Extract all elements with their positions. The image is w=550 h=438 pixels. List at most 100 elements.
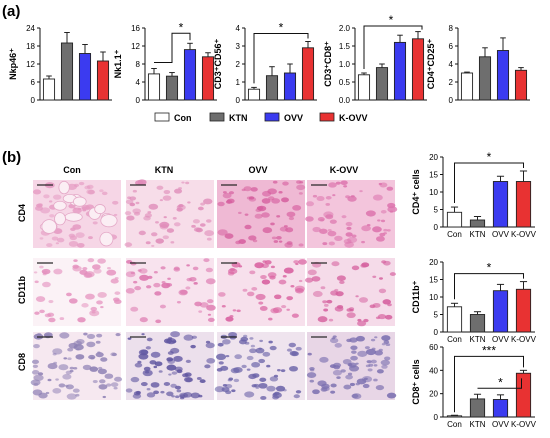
tissue-texture xyxy=(332,369,342,376)
tissue-texture xyxy=(167,359,176,364)
tissue-texture xyxy=(31,370,40,375)
tissue-texture xyxy=(329,337,339,344)
tissue-texture xyxy=(66,292,72,297)
tissue-texture xyxy=(183,392,193,398)
tissue-texture xyxy=(146,285,152,289)
tissue-texture xyxy=(106,269,117,276)
tissue-texture xyxy=(218,292,226,297)
tissue-texture xyxy=(336,376,341,380)
tissue-texture xyxy=(198,394,203,398)
tissue-texture xyxy=(281,197,289,203)
tissue-texture xyxy=(206,237,212,241)
tissue-texture xyxy=(260,395,267,400)
tissue-texture xyxy=(104,373,114,379)
tissue-texture xyxy=(261,212,270,218)
tissue-texture xyxy=(160,266,166,270)
tissue-texture xyxy=(135,180,144,186)
tissue-texture xyxy=(355,335,365,342)
legend-swatch-ktn xyxy=(209,112,225,122)
tissue-texture xyxy=(325,202,331,206)
tissue-texture xyxy=(370,338,376,342)
tissue-texture xyxy=(155,238,164,244)
bar-con xyxy=(446,211,463,228)
y-tick-label: 8 xyxy=(136,60,141,69)
tissue-texture xyxy=(69,369,74,373)
y-tick-label: 5 xyxy=(434,206,439,215)
tissue-texture xyxy=(125,271,136,278)
histology-tile-cd4-k-ovv xyxy=(305,180,398,248)
tissue-texture xyxy=(330,390,336,394)
tissue-texture xyxy=(372,194,383,201)
tissue-texture xyxy=(64,212,83,222)
tissue-texture xyxy=(383,260,391,266)
y-tick-label: 20 xyxy=(429,390,438,399)
tissue-texture xyxy=(187,201,191,204)
tissue-texture xyxy=(362,383,370,389)
tissue-texture xyxy=(336,275,346,282)
tissue-texture xyxy=(312,194,318,198)
tissue-texture xyxy=(125,288,135,294)
tissue-texture xyxy=(385,343,391,347)
tissue-texture xyxy=(381,364,388,369)
tissue-texture xyxy=(249,270,256,275)
tissue-texture xyxy=(203,198,213,205)
tissue-texture xyxy=(351,393,359,399)
tissue-texture xyxy=(137,269,142,272)
tissue-texture xyxy=(206,358,216,364)
tissue-texture xyxy=(250,187,258,192)
tissue-texture xyxy=(286,241,293,245)
bar-k-ovv xyxy=(201,56,215,101)
tissue-texture xyxy=(73,366,78,370)
tissue-texture xyxy=(351,265,360,271)
tissue-texture xyxy=(225,383,233,389)
tissue-texture xyxy=(341,215,347,219)
tissue-texture xyxy=(309,379,315,383)
tissue-texture xyxy=(132,189,137,193)
tissue-texture xyxy=(204,230,215,237)
tissue-texture xyxy=(99,231,114,247)
tissue-texture xyxy=(271,236,277,240)
tissue-texture xyxy=(340,369,346,373)
bar-con xyxy=(42,78,56,101)
tissue-texture xyxy=(372,275,377,278)
y-tick-label: 6 xyxy=(449,42,454,51)
tissue-texture xyxy=(34,280,39,284)
tissue-texture xyxy=(195,227,203,233)
legend-swatch-ovv xyxy=(264,112,280,122)
tissue-texture xyxy=(183,334,194,341)
tissue-texture xyxy=(81,303,89,308)
tissue-texture xyxy=(256,206,264,211)
tissue-texture xyxy=(166,228,175,233)
y-tick-label: 0 xyxy=(434,413,439,422)
x-tick-label: KTN xyxy=(470,335,486,344)
tissue-texture xyxy=(82,364,92,371)
tissue-texture xyxy=(330,290,339,296)
tissue-texture xyxy=(206,219,212,223)
tissue-texture xyxy=(207,313,212,316)
y-tick-label: 10 xyxy=(429,293,438,302)
significance-bracket xyxy=(253,33,309,84)
tissue-texture xyxy=(340,180,348,186)
tissue-texture xyxy=(272,392,282,399)
x-tick-label: Con xyxy=(447,335,462,344)
tissue-texture xyxy=(383,228,388,232)
tissue-texture xyxy=(170,383,177,388)
tissue-texture xyxy=(97,368,107,375)
tissue-texture xyxy=(375,236,385,242)
tissue-texture xyxy=(328,241,335,246)
tissue-texture xyxy=(48,200,53,203)
tissue-texture xyxy=(286,308,290,311)
tissue-texture xyxy=(298,243,304,247)
tissue-texture xyxy=(269,376,279,382)
y-tick-label: 4 xyxy=(136,78,141,87)
tissue-texture xyxy=(33,374,44,381)
tissue-texture xyxy=(72,388,80,393)
tissue-texture xyxy=(215,353,227,361)
tissue-texture xyxy=(127,337,132,340)
tissue-texture xyxy=(381,335,391,341)
legend-swatch-kovv xyxy=(319,112,335,122)
histology-row-cd11b: CD11b xyxy=(17,275,27,304)
tissue-texture xyxy=(144,370,150,374)
tissue-texture xyxy=(173,355,183,362)
